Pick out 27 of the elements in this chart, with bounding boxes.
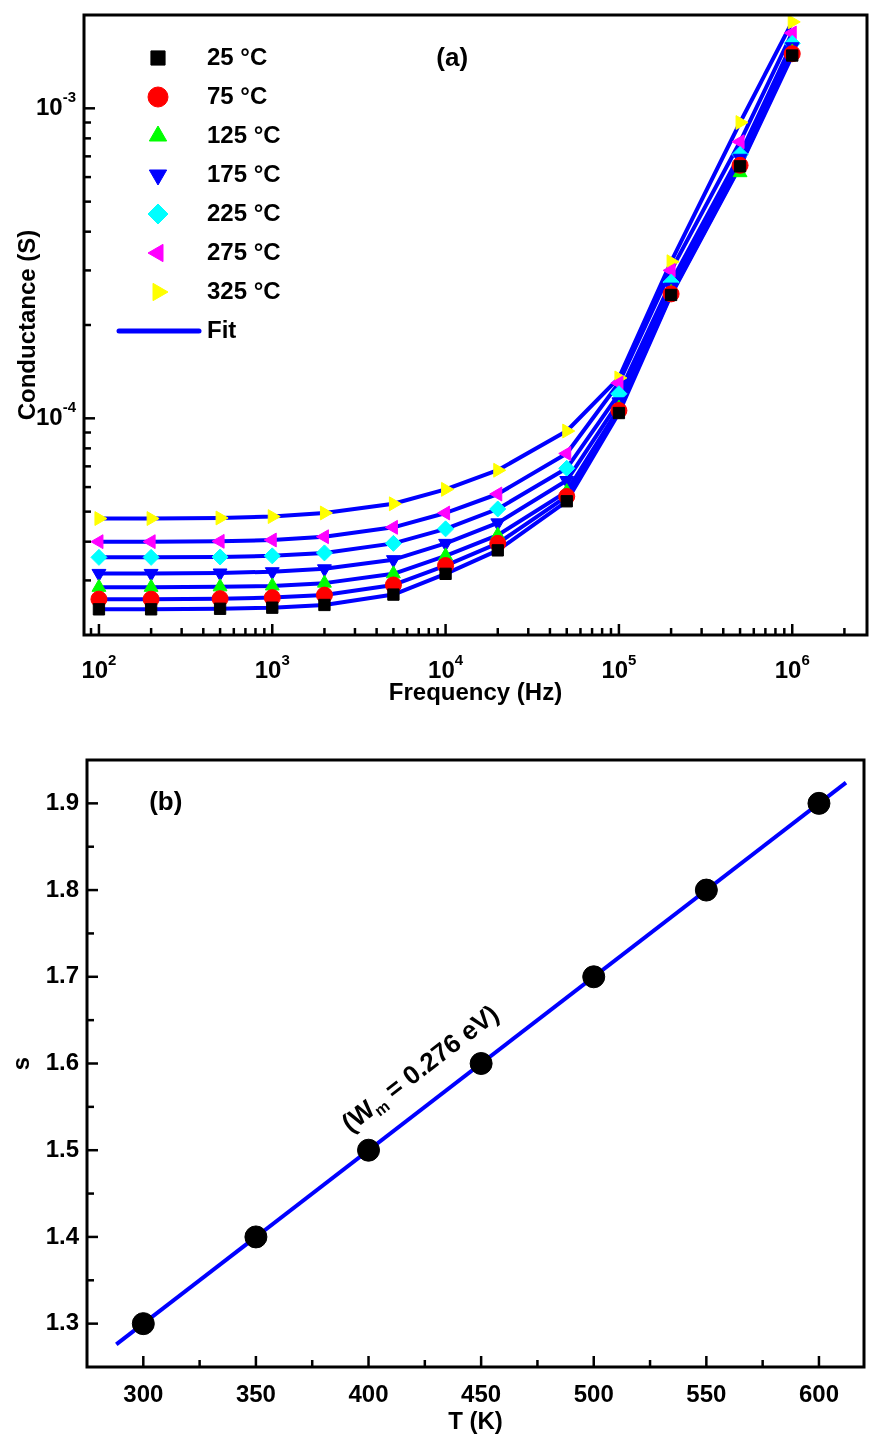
y-tick-label: 1.5 (45, 1134, 80, 1162)
x-tick-label: 300 (123, 1379, 164, 1407)
legend-label: 325 °C (207, 276, 281, 304)
y-axis-title: s (6, 1056, 34, 1071)
x-tick-label: 450 (461, 1379, 502, 1407)
x-tick-label: 550 (686, 1379, 727, 1407)
y-tick-label: 1.8 (45, 874, 80, 902)
legend-label: 125 °C (207, 120, 281, 148)
y-tick-label: 1.9 (45, 787, 80, 815)
legend-label: 275 °C (207, 237, 281, 265)
x-tick-label: 500 (573, 1379, 614, 1407)
legend-label: Fit (207, 315, 237, 343)
y-tick-label: 1.4 (45, 1221, 80, 1249)
legend-label: 175 °C (207, 159, 281, 187)
x-axis-title: Frequency (Hz) (388, 677, 563, 705)
annotation: (a) (436, 41, 469, 72)
legend-label: 75 °C (207, 81, 268, 109)
x-axis-title: T (K) (448, 1406, 503, 1434)
x-tick-label: 400 (348, 1379, 389, 1407)
x-tick-label: 600 (798, 1379, 839, 1407)
legend-label: 225 °C (207, 198, 281, 226)
x-tick-label: 350 (235, 1379, 276, 1407)
legend-label: 25 °C (207, 42, 268, 70)
y-tick-label: 1.7 (45, 961, 80, 989)
y-tick-label: 1.3 (45, 1308, 80, 1336)
y-tick-label: 1.6 (45, 1048, 80, 1076)
annotation: (b) (149, 785, 183, 816)
